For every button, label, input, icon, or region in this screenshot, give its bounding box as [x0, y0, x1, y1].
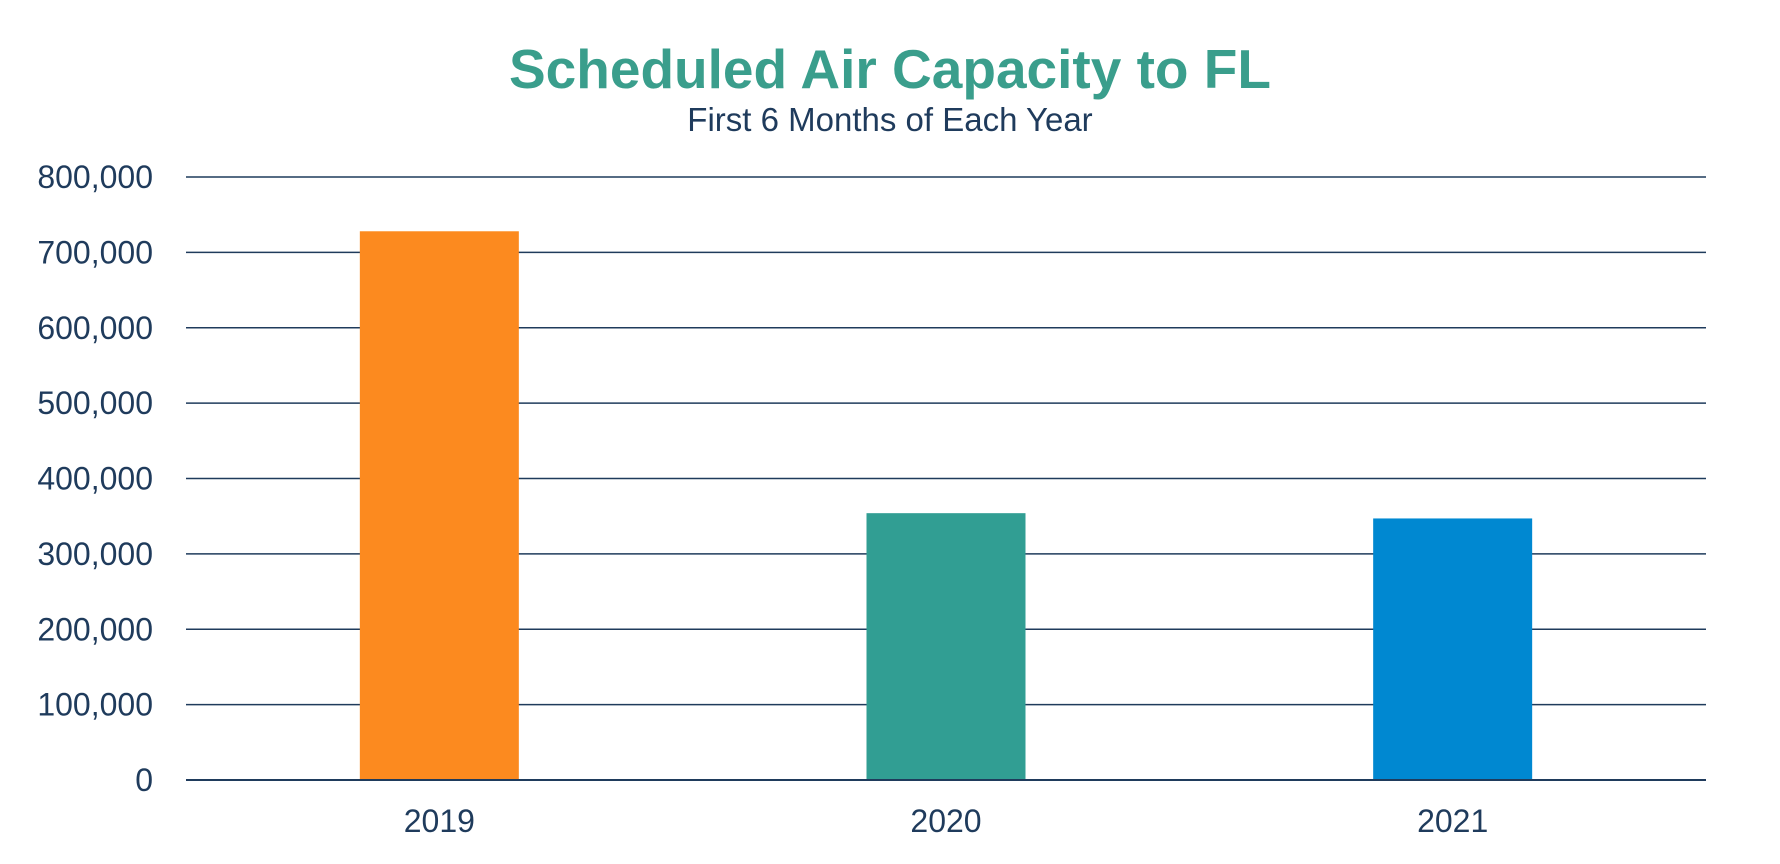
- y-tick-label: 500,000: [37, 385, 153, 421]
- y-tick-label: 700,000: [37, 234, 153, 270]
- x-axis-ticks: 2019 2020 2021: [404, 803, 1489, 839]
- chart-title: Scheduled Air Capacity to FL: [509, 38, 1271, 100]
- y-tick-label: 600,000: [37, 310, 153, 346]
- y-tick-label: 400,000: [37, 461, 153, 497]
- y-axis-ticks: 0 100,000 200,000 300,000 400,000 500,000 600,…: [37, 159, 153, 798]
- bar-2019: [359, 231, 519, 780]
- y-tick-label: 300,000: [37, 536, 153, 572]
- x-tick-label: 2019: [404, 803, 475, 839]
- bar-2021: [1373, 518, 1533, 780]
- y-tick-label: 0: [135, 762, 153, 798]
- x-tick-label: 2021: [1417, 803, 1488, 839]
- x-tick-label: 2020: [910, 803, 981, 839]
- y-tick-label: 100,000: [37, 687, 153, 723]
- chart-subtitle: First 6 Months of Each Year: [687, 101, 1093, 138]
- y-tick-label: 800,000: [37, 159, 153, 195]
- bars: [186, 231, 1706, 781]
- bar-2020: [866, 513, 1026, 780]
- y-tick-label: 200,000: [37, 611, 153, 647]
